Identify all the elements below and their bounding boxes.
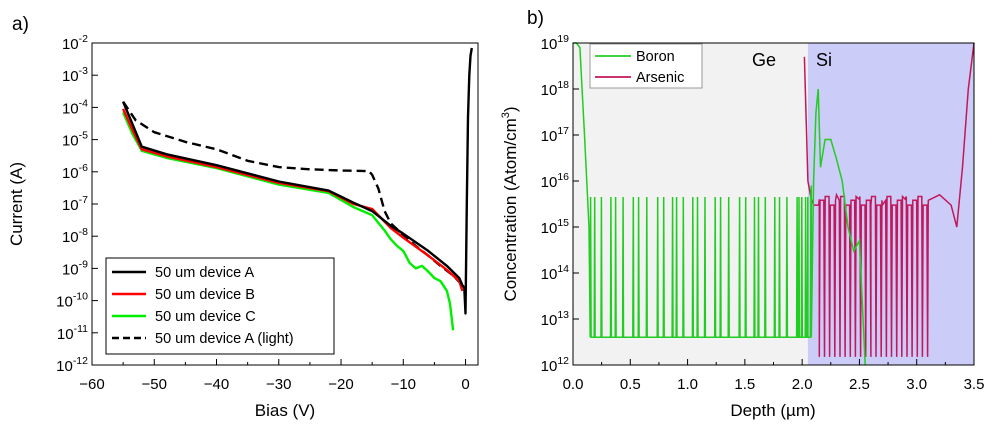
x-tick-label: 3.5	[964, 376, 985, 393]
x-tick-label: 1.0	[677, 376, 698, 393]
chart-b: b) 0.0 0.5 1.0 1.5 2.0 2.5 3.0 3.5 1012 1013 1014 1…	[500, 8, 984, 420]
chart-b-legend: Boron Arsenic	[589, 43, 703, 89]
chart-b-xlabel: Depth (µm)	[730, 401, 815, 420]
y-tick-label: 1017	[541, 125, 570, 145]
x-tick-label: 0	[461, 376, 469, 393]
y-tick-label: 10-6	[62, 162, 88, 182]
chart-a-frame	[91, 42, 479, 366]
y-tick-label: 1016	[541, 171, 570, 191]
y-tick-label: 1018	[541, 79, 570, 99]
x-tick-label: 2.0	[792, 376, 813, 393]
si-region-label: Si	[816, 50, 832, 70]
x-tick-label: −30	[266, 376, 291, 393]
panel-b-label: b)	[527, 8, 544, 29]
y-tick-label: 10-12	[56, 355, 88, 375]
series-line-3	[122, 111, 455, 331]
chart-a-xlabel: Bias (V)	[255, 401, 315, 420]
legend-box	[589, 43, 703, 89]
legend-label: 50 um device A	[155, 265, 254, 281]
x-tick-label: −40	[204, 376, 229, 393]
x-tick-label: −60	[79, 376, 104, 393]
y-tick-label: 10-8	[62, 226, 88, 246]
legend-label: 50 um device C	[155, 309, 256, 325]
y-tick-label: 10-10	[56, 291, 88, 311]
series-line-1	[121, 47, 473, 315]
ge-region-label: Ge	[752, 50, 776, 70]
chart-b-ylabel: Concentration (Atom/cm3)	[500, 106, 520, 301]
legend-label: 50 um device A (light)	[155, 331, 294, 347]
y-tick-label: 10-7	[62, 194, 88, 214]
chart-b-ticks: 0.0 0.5 1.0 1.5 2.0 2.5 3.0 3.5 1012 1013 1014 1015…	[541, 33, 985, 393]
y-tick-label: 10-5	[62, 130, 88, 150]
y-tick-label: 10-9	[62, 258, 88, 278]
x-tick-label: −20	[328, 376, 353, 393]
y-tick-label: 1015	[541, 217, 570, 237]
ge-region	[573, 43, 808, 365]
y-tick-label: 10-4	[62, 97, 88, 117]
y-tick-label: 10-2	[62, 33, 88, 53]
legend-box	[105, 257, 335, 355]
x-tick-label: −50	[142, 376, 167, 393]
panel-a-label: a)	[12, 14, 29, 35]
series-line-boron	[573, 42, 866, 366]
x-tick-label: 0.5	[620, 376, 641, 393]
x-tick-label: −10	[391, 376, 416, 393]
chart-b-series	[573, 42, 975, 366]
x-tick-label: 2.5	[849, 376, 870, 393]
chart-a: a) −60 −50 −40 −30 −20 −10 0 10-12 10-11 10-10 10-…	[7, 14, 479, 420]
y-tick-label: 1012	[541, 355, 570, 375]
x-tick-label: 3.0	[906, 376, 927, 393]
y-tick-label: 10-11	[57, 323, 88, 343]
chart-a-legend: 50 um device A 50 um device B 50 um device…	[105, 257, 335, 355]
chart-a-ticks: −60 −50 −40 −30 −20 −10 0 10-12 10-11 10-10 10-9 10…	[56, 33, 470, 393]
y-tick-label: 1019	[541, 33, 570, 53]
x-tick-label: 1.5	[734, 376, 755, 393]
series-line-arsenic	[803, 42, 975, 357]
y-tick-label: 10-3	[62, 65, 88, 85]
chart-a-series	[121, 47, 473, 331]
chart-a-ylabel: Current (A)	[7, 162, 26, 246]
legend-label: Boron	[636, 49, 675, 65]
x-tick-label: 0.0	[563, 376, 584, 393]
legend-label: Arsenic	[636, 70, 684, 86]
legend-label: 50 um device B	[155, 287, 255, 303]
y-tick-label: 1014	[541, 263, 570, 283]
y-tick-label: 1013	[541, 309, 570, 329]
chart-b-frame	[572, 42, 975, 366]
